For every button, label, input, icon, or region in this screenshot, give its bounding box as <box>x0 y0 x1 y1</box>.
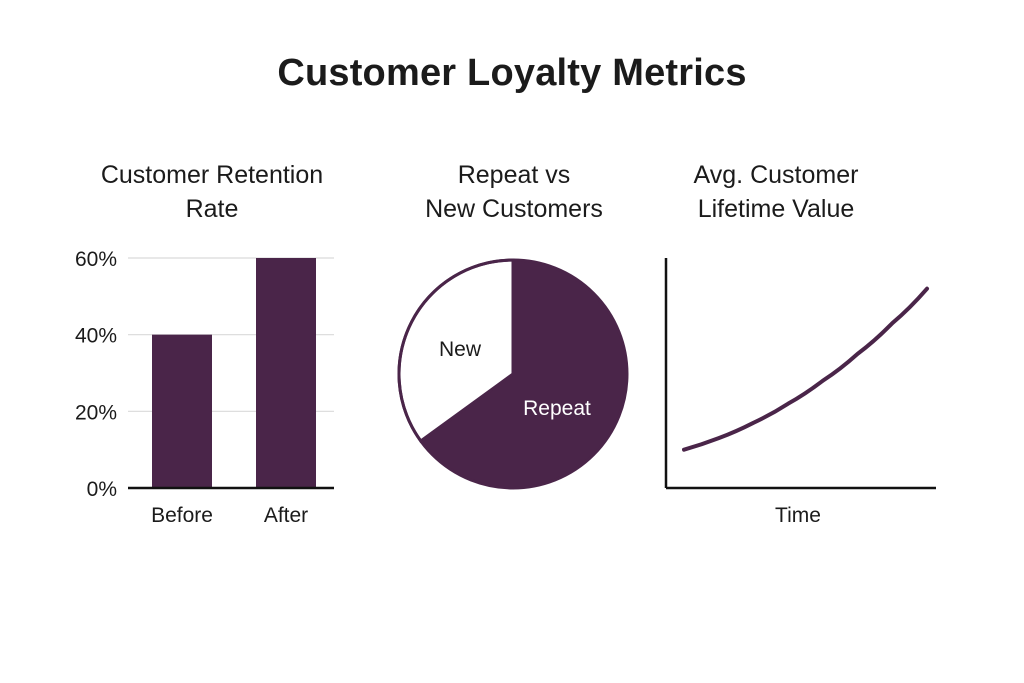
bar-chart-title-line-2: Rate <box>185 195 239 223</box>
pie-chart-title-line-2: New Customers <box>425 195 603 223</box>
pie-label-new: New <box>439 338 482 361</box>
pie-chart-title: Repeat vs New Customers <box>384 158 644 226</box>
x-tick-label: Before <box>151 504 213 527</box>
ltv-series-line <box>682 286 929 452</box>
line-chart-title-line-1: Avg. Customer <box>693 161 859 189</box>
bar-chart-title-line-1: Customer Retention <box>100 161 324 189</box>
y-tick-label: 20% <box>75 401 117 424</box>
bar-chart-title: Customer Retention Rate <box>62 158 362 226</box>
pie-chart-title-line-1: Repeat vs <box>457 161 571 189</box>
page-title: Customer Loyalty Metrics <box>277 52 747 94</box>
pie-outline <box>397 258 629 490</box>
x-tick-label: After <box>264 504 308 527</box>
y-tick-label: 40% <box>75 325 117 348</box>
line-chart-title: Avg. Customer Lifetime Value <box>646 158 906 226</box>
bar-before <box>152 334 212 488</box>
pie-label-repeat: Repeat <box>523 397 591 420</box>
bar-after <box>256 258 316 488</box>
line-chart-title-line-2: Lifetime Value <box>697 195 855 223</box>
y-tick-label: 60% <box>75 248 117 271</box>
y-tick-label: 0% <box>87 478 117 501</box>
line-x-axis-label: Time <box>775 504 821 527</box>
pie-slice-repeat <box>420 260 627 489</box>
